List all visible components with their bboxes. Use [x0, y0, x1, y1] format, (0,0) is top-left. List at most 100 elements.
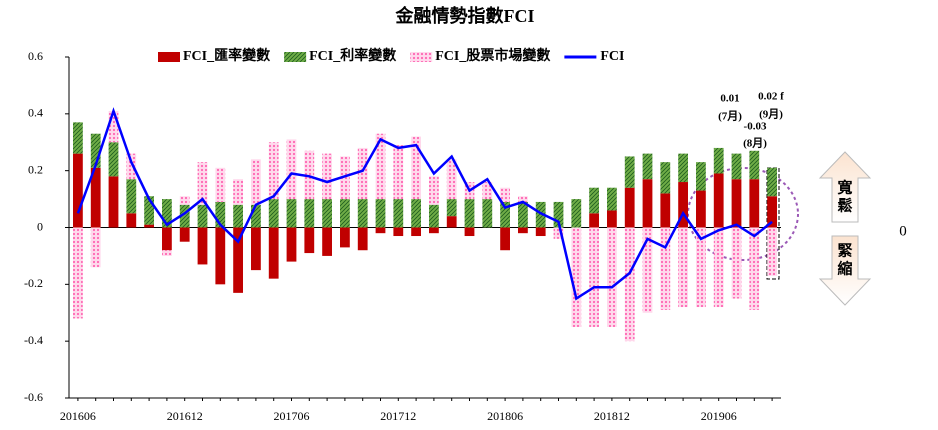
annotation: 0.01: [720, 93, 739, 105]
bar: [393, 199, 404, 228]
bar: [197, 227, 208, 265]
bar: [251, 204, 261, 228]
bar: [90, 227, 101, 268]
bar: [322, 153, 332, 200]
bar: [375, 199, 386, 228]
y-tick-label: 0.2: [28, 162, 43, 176]
bar: [624, 227, 635, 342]
bar: [304, 150, 315, 200]
bar: [268, 142, 279, 200]
bar: [215, 201, 226, 228]
annotation: 鬆: [837, 196, 852, 214]
bar: [108, 176, 119, 228]
bar: [731, 179, 742, 228]
bar: [660, 193, 671, 228]
bar: [286, 139, 297, 200]
bar: [429, 227, 439, 234]
bar: [286, 227, 297, 262]
bar: [73, 153, 83, 228]
bar: [411, 227, 421, 237]
bar: [393, 227, 404, 237]
bar: [553, 227, 564, 239]
bar: [500, 187, 510, 202]
bar: [162, 199, 172, 228]
bar: [571, 227, 582, 327]
annotation: (9月): [759, 108, 783, 121]
highlight-ellipse: [687, 167, 799, 261]
bar: [162, 227, 172, 251]
x-tick-label: 201806: [487, 409, 523, 423]
bar: [607, 227, 617, 327]
y-tick-label: -0.2: [24, 276, 43, 290]
bar: [624, 156, 635, 188]
bar: [268, 199, 279, 228]
annotation: 縮: [837, 259, 852, 277]
bar: [624, 187, 635, 228]
bar: [446, 159, 457, 200]
bar: [357, 199, 368, 228]
legend-label: FCI_股票市場變數: [435, 47, 550, 64]
bar: [126, 179, 137, 214]
bar: [713, 147, 724, 174]
bar: [179, 196, 190, 205]
bar: [535, 227, 546, 237]
x-tick-label: 201712: [380, 409, 416, 423]
bar: [162, 250, 172, 256]
y-tick-label: 0: [37, 219, 43, 233]
bar: [197, 162, 208, 205]
bar: [553, 201, 564, 228]
bar: [678, 153, 688, 183]
bar: [571, 199, 582, 228]
bar: [357, 147, 368, 200]
legend-label: FCI: [600, 49, 624, 64]
x-tick-label: 201606: [60, 409, 96, 423]
annotation: (7月): [718, 110, 742, 123]
annotation: 0.02 f: [758, 91, 784, 103]
bar: [179, 204, 190, 228]
bar: [464, 227, 475, 237]
bar: [268, 227, 279, 279]
legend-swatch: [284, 52, 307, 62]
bar: [518, 201, 528, 228]
y-tick-label: 0.6: [28, 49, 43, 63]
bar: [144, 196, 154, 225]
bar: [144, 224, 154, 228]
y-tick-label: 0.4: [28, 106, 43, 120]
bar: [340, 199, 350, 228]
bar: [642, 153, 653, 180]
bar: [767, 227, 777, 276]
bar: [108, 110, 119, 143]
legend-label: FCI_利率變數: [309, 47, 396, 64]
bar: [375, 227, 386, 234]
arrow-up: [818, 151, 872, 223]
bar: [749, 227, 760, 310]
bar: [429, 176, 439, 205]
bar: [393, 145, 404, 200]
bar: [464, 199, 475, 228]
bar: [642, 227, 653, 313]
bar: [642, 179, 653, 228]
annotation: 緊: [837, 241, 852, 259]
bar: [375, 133, 386, 200]
bar: [251, 159, 261, 205]
bar: [251, 227, 261, 271]
bar: [767, 167, 777, 197]
bar: [535, 201, 546, 228]
bar: [589, 187, 599, 214]
bar: [429, 204, 439, 228]
bar: [713, 227, 724, 308]
bar: [696, 162, 706, 191]
bar: [660, 162, 671, 194]
bar: [500, 201, 510, 228]
bar: [696, 227, 706, 308]
bar: [90, 167, 101, 228]
bar: [678, 227, 688, 308]
bar: [749, 179, 760, 228]
bar: [749, 150, 760, 180]
bar: [500, 227, 510, 251]
bar: [482, 199, 493, 228]
legend-label: FCI_匯率變數: [183, 47, 270, 64]
y-tick-label: -0.4: [24, 333, 43, 347]
bar: [340, 156, 350, 200]
